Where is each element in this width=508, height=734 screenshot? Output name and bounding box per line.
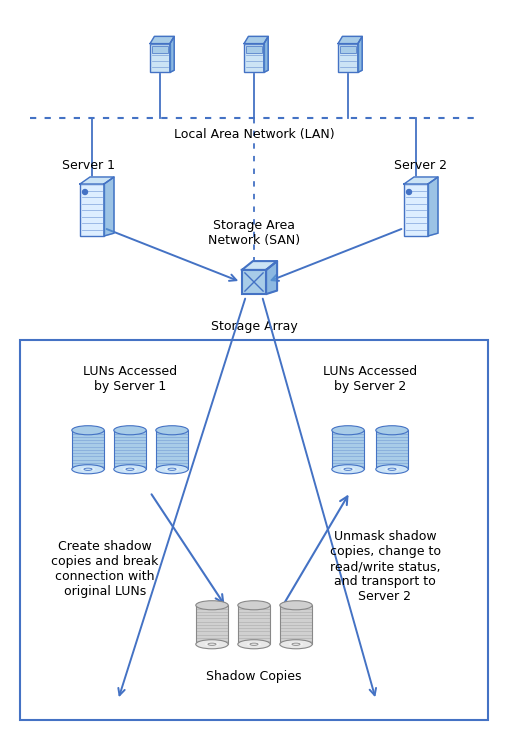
- FancyBboxPatch shape: [152, 46, 168, 53]
- FancyBboxPatch shape: [150, 43, 170, 73]
- Polygon shape: [242, 261, 277, 270]
- FancyBboxPatch shape: [280, 606, 312, 644]
- Ellipse shape: [332, 426, 364, 435]
- Text: Server 2: Server 2: [394, 159, 447, 172]
- Polygon shape: [150, 37, 174, 43]
- Circle shape: [406, 189, 411, 195]
- FancyBboxPatch shape: [114, 430, 146, 469]
- Ellipse shape: [72, 465, 104, 473]
- Ellipse shape: [289, 642, 303, 646]
- Ellipse shape: [196, 600, 228, 610]
- Ellipse shape: [114, 465, 146, 473]
- Ellipse shape: [84, 468, 92, 470]
- Ellipse shape: [388, 468, 396, 470]
- FancyBboxPatch shape: [80, 184, 104, 236]
- Text: LUNs Accessed
by Server 1: LUNs Accessed by Server 1: [83, 365, 177, 393]
- Ellipse shape: [208, 643, 216, 645]
- FancyBboxPatch shape: [246, 46, 262, 53]
- FancyBboxPatch shape: [404, 184, 428, 236]
- Polygon shape: [404, 177, 438, 184]
- Ellipse shape: [332, 465, 364, 473]
- Ellipse shape: [376, 465, 408, 473]
- Polygon shape: [244, 37, 268, 43]
- Polygon shape: [264, 37, 268, 73]
- Text: Shadow Copies: Shadow Copies: [206, 670, 302, 683]
- FancyBboxPatch shape: [340, 46, 356, 53]
- Ellipse shape: [114, 426, 146, 435]
- FancyBboxPatch shape: [332, 430, 364, 469]
- FancyBboxPatch shape: [242, 270, 266, 294]
- FancyBboxPatch shape: [156, 430, 188, 469]
- Text: LUNs Accessed
by Server 2: LUNs Accessed by Server 2: [323, 365, 417, 393]
- Ellipse shape: [385, 468, 399, 471]
- Polygon shape: [170, 37, 174, 73]
- Polygon shape: [80, 177, 114, 184]
- Polygon shape: [428, 177, 438, 236]
- Ellipse shape: [280, 640, 312, 649]
- Text: Storage Area
Network (SAN): Storage Area Network (SAN): [208, 219, 300, 247]
- Text: Create shadow
copies and break
connection with
original LUNs: Create shadow copies and break connectio…: [51, 540, 158, 598]
- Ellipse shape: [72, 426, 104, 435]
- Ellipse shape: [280, 600, 312, 610]
- Polygon shape: [358, 37, 362, 73]
- Ellipse shape: [165, 468, 179, 471]
- Ellipse shape: [168, 468, 176, 470]
- FancyBboxPatch shape: [72, 430, 104, 469]
- Ellipse shape: [344, 468, 352, 470]
- Ellipse shape: [247, 642, 261, 646]
- Ellipse shape: [205, 642, 219, 646]
- Ellipse shape: [123, 468, 137, 471]
- Circle shape: [82, 189, 87, 195]
- Ellipse shape: [156, 465, 188, 473]
- Text: Unmask shadow
copies, change to
read/write status,
and transport to
Server 2: Unmask shadow copies, change to read/wri…: [330, 530, 440, 603]
- FancyBboxPatch shape: [338, 43, 358, 73]
- Ellipse shape: [156, 426, 188, 435]
- FancyBboxPatch shape: [244, 43, 264, 73]
- Ellipse shape: [196, 640, 228, 649]
- Polygon shape: [266, 261, 277, 294]
- Ellipse shape: [341, 468, 355, 471]
- Text: Storage Array: Storage Array: [211, 320, 297, 333]
- Ellipse shape: [238, 600, 270, 610]
- Ellipse shape: [250, 643, 258, 645]
- Ellipse shape: [292, 643, 300, 645]
- Text: Server 1: Server 1: [61, 159, 114, 172]
- FancyBboxPatch shape: [196, 606, 228, 644]
- Ellipse shape: [376, 426, 408, 435]
- FancyBboxPatch shape: [238, 606, 270, 644]
- FancyBboxPatch shape: [20, 340, 488, 720]
- FancyBboxPatch shape: [376, 430, 408, 469]
- Polygon shape: [104, 177, 114, 236]
- Polygon shape: [338, 37, 362, 43]
- Ellipse shape: [81, 468, 96, 471]
- Ellipse shape: [126, 468, 134, 470]
- Text: Local Area Network (LAN): Local Area Network (LAN): [174, 128, 334, 141]
- Ellipse shape: [238, 640, 270, 649]
